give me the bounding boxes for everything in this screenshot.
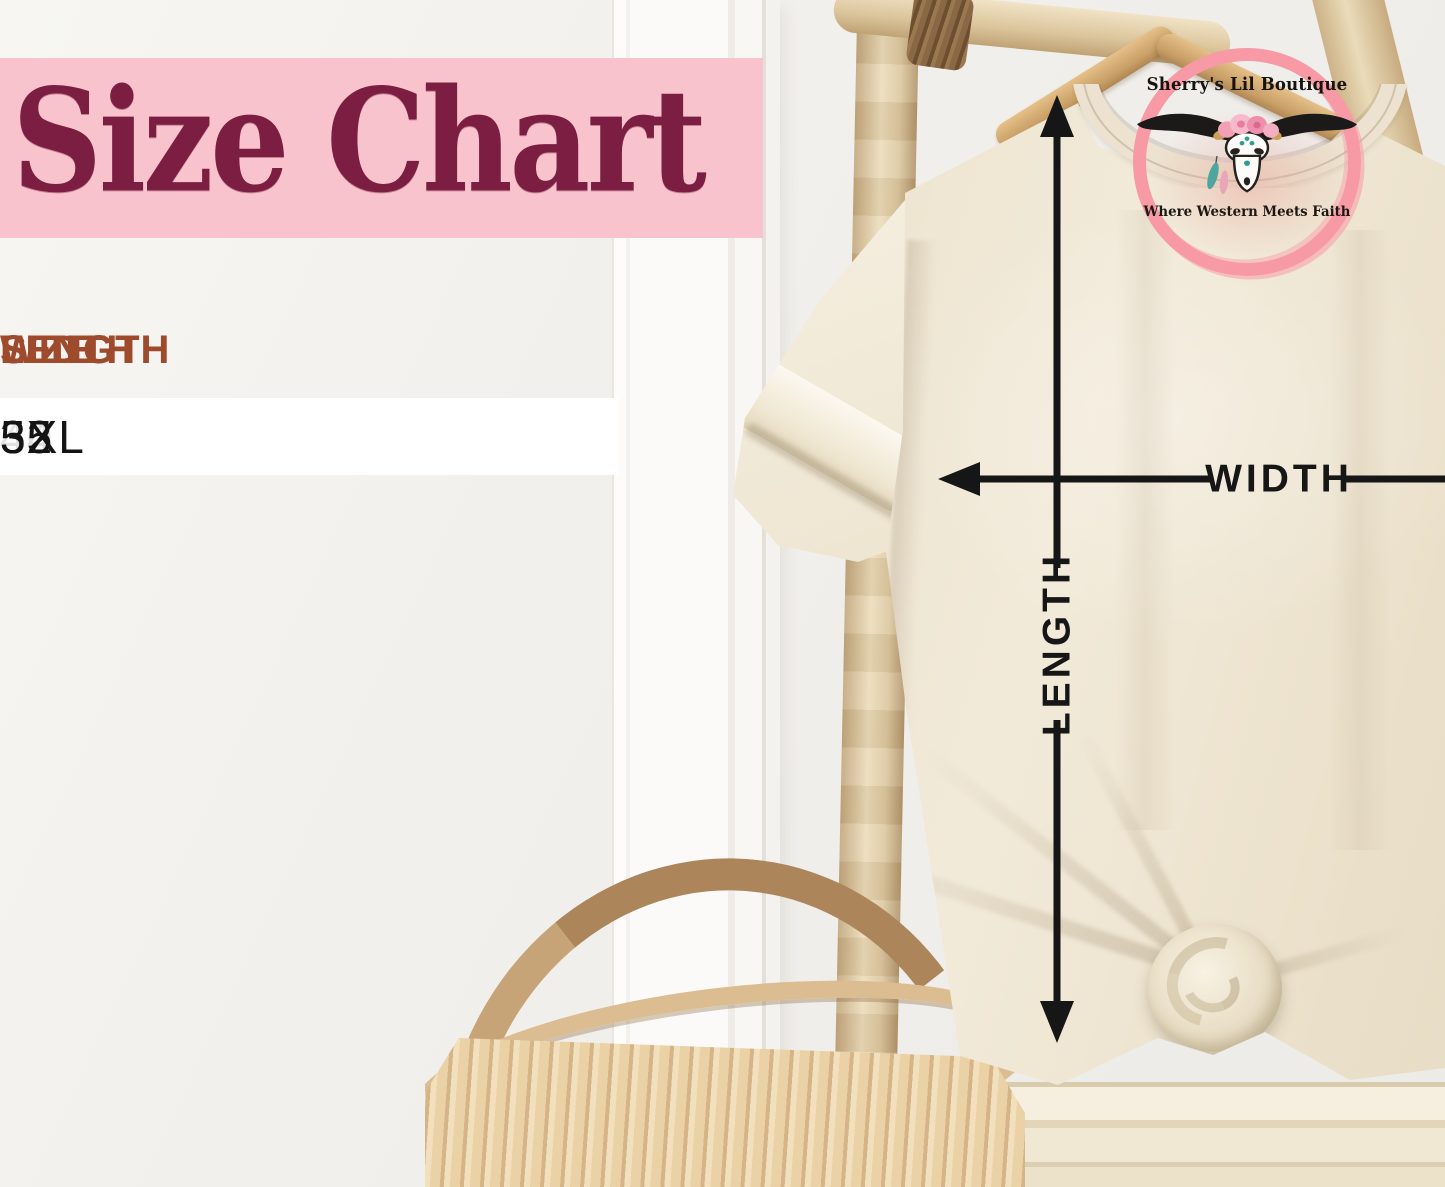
cell-width: 32: [0, 410, 54, 463]
basket-spokes: [425, 1038, 1025, 1187]
page-title: Size Chart: [12, 58, 707, 225]
col-header-length: LENGTH: [0, 328, 171, 372]
cell-size: 5XL: [0, 410, 85, 463]
wicker-basket: [425, 840, 1025, 1187]
longhorn-skull-icon: [1137, 113, 1357, 194]
twine-wrap: [905, 0, 975, 72]
table-row: 5XL 32 35: [0, 398, 618, 475]
title-banner: Size Chart: [0, 58, 763, 238]
shirt-drape-fold: [1330, 230, 1390, 850]
tshirt-knot: [1148, 920, 1282, 1052]
cell-length: 35: [0, 410, 54, 463]
logo-tagline: Where Western Meets Faith: [1143, 204, 1351, 220]
logo-boutique-name: Sherry's Lil Boutique: [1146, 74, 1348, 95]
col-header-width: WIDTH: [0, 328, 137, 372]
col-header-size: SIZE: [0, 328, 93, 372]
shirt-drape-fold: [1115, 210, 1175, 830]
